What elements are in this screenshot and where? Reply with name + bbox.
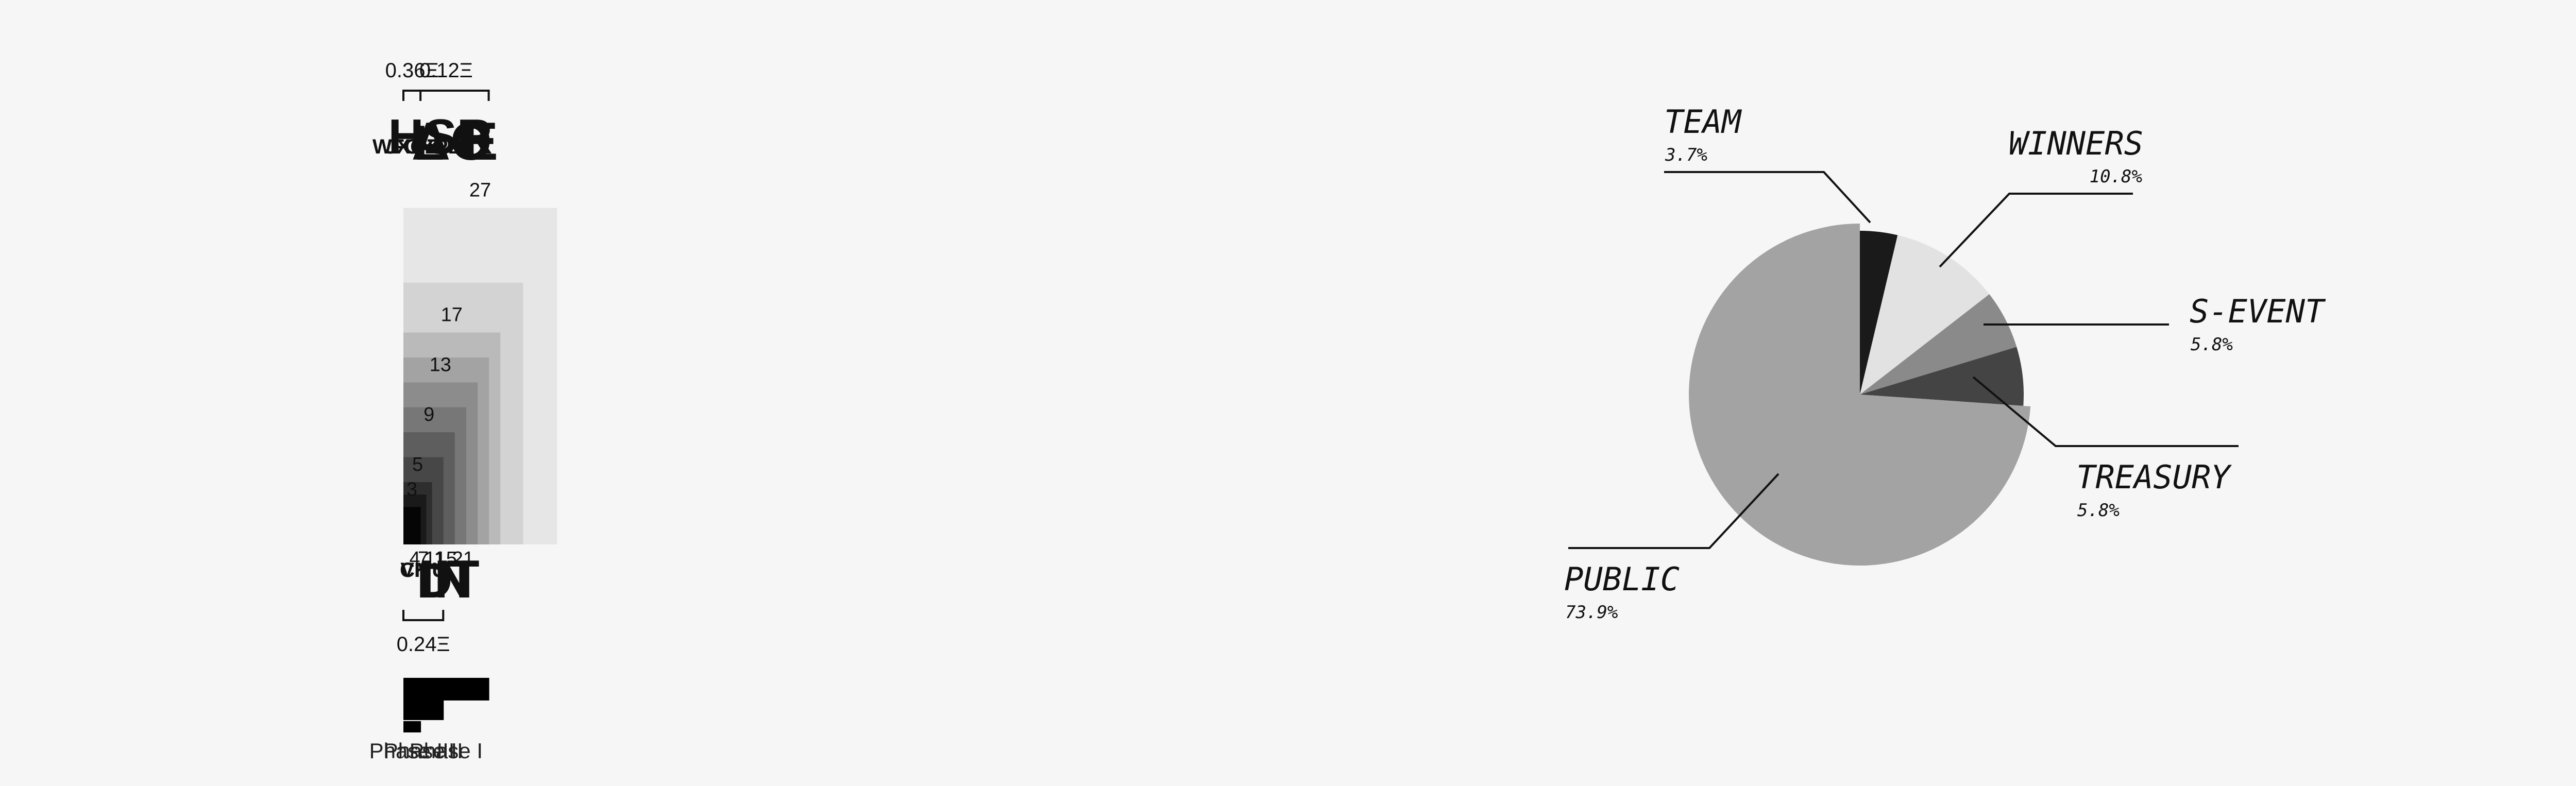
pie-slice-treasury xyxy=(1860,347,2024,406)
pie-percent-winners: 10.8% xyxy=(2090,166,2142,187)
letter-label-e: E xyxy=(462,112,498,172)
bar-10 xyxy=(403,507,421,544)
leader-line-team xyxy=(1664,171,1871,224)
pie-label-s-event: S-EVENT xyxy=(2190,293,2326,330)
letter-label-in: IN xyxy=(419,550,473,609)
phase-label-0: Phase I xyxy=(410,739,483,763)
letter-label-wfgypb: WFGYPB xyxy=(372,135,463,158)
pie-percent-public: 73.9% xyxy=(1565,602,1618,623)
price-bracket-2 xyxy=(402,90,422,101)
phase-label-1: Phase II xyxy=(384,739,463,763)
price-label-1: 0.24Ξ xyxy=(397,633,450,656)
pie-slice-winners xyxy=(1860,235,1990,395)
count-label-9: 4 xyxy=(410,548,420,570)
price-label-2: 0.36Ξ xyxy=(385,59,439,82)
pie-percent-s-event: 5.8% xyxy=(2191,334,2233,355)
letter-label-vk: VK xyxy=(400,559,429,582)
phase-bar-0 xyxy=(403,678,489,700)
pie-slice-team xyxy=(1860,231,1898,395)
count-label-0: 27 xyxy=(469,180,491,201)
letter-label-l: L xyxy=(414,115,444,170)
letter-label-hsr: HSR xyxy=(388,109,493,164)
pie-label-team: TEAM xyxy=(1664,103,1742,141)
count-label-5: 11 xyxy=(425,548,445,570)
letter-label-d: D xyxy=(417,553,452,608)
pie-percent-team: 3.7% xyxy=(1665,145,1707,165)
letter-label-ao: AO xyxy=(412,112,492,172)
price-bracket-1 xyxy=(402,610,445,621)
pie-percent-treasury: 5.8% xyxy=(2077,500,2120,521)
leader-line-winners xyxy=(1939,193,2133,268)
letter-label-t: T xyxy=(447,550,480,609)
count-label-4: 13 xyxy=(430,354,451,375)
pie-label-winners: WINNERS xyxy=(2009,125,2143,162)
count-label-1: 21 xyxy=(452,548,474,570)
phase-bar-1 xyxy=(403,700,444,720)
count-label-8: 5 xyxy=(412,454,423,475)
count-label-3: 15 xyxy=(435,548,457,570)
count-label-7: 7 xyxy=(418,548,429,570)
pie-label-treasury: TREASURY xyxy=(2076,458,2232,496)
phase-bar-2 xyxy=(403,721,421,732)
pie-label-public: PUBLIC xyxy=(1564,560,1680,598)
price-label-0: 0.12Ξ xyxy=(419,59,473,82)
phase-label-2: Phase III xyxy=(369,739,455,763)
leader-line-public xyxy=(1568,473,1780,549)
pie-slice-s-event xyxy=(1860,294,2017,395)
allocation-pie-chart: TEAM 3.7% WINNERS 10.8% S-EVENT 5.8% TREASURY 5… xyxy=(1564,103,2326,623)
count-label-6: 9 xyxy=(423,404,434,425)
count-label-2: 17 xyxy=(441,304,463,326)
letter-label-jxqz: JXQZ xyxy=(385,135,438,158)
leader-line-treasury xyxy=(1972,376,2239,447)
letter-label-cmu: CMU xyxy=(400,559,447,582)
pie-slice-public xyxy=(1688,224,2031,566)
price-bracket-0 xyxy=(402,90,490,101)
count-label-10: 3 xyxy=(406,479,417,500)
